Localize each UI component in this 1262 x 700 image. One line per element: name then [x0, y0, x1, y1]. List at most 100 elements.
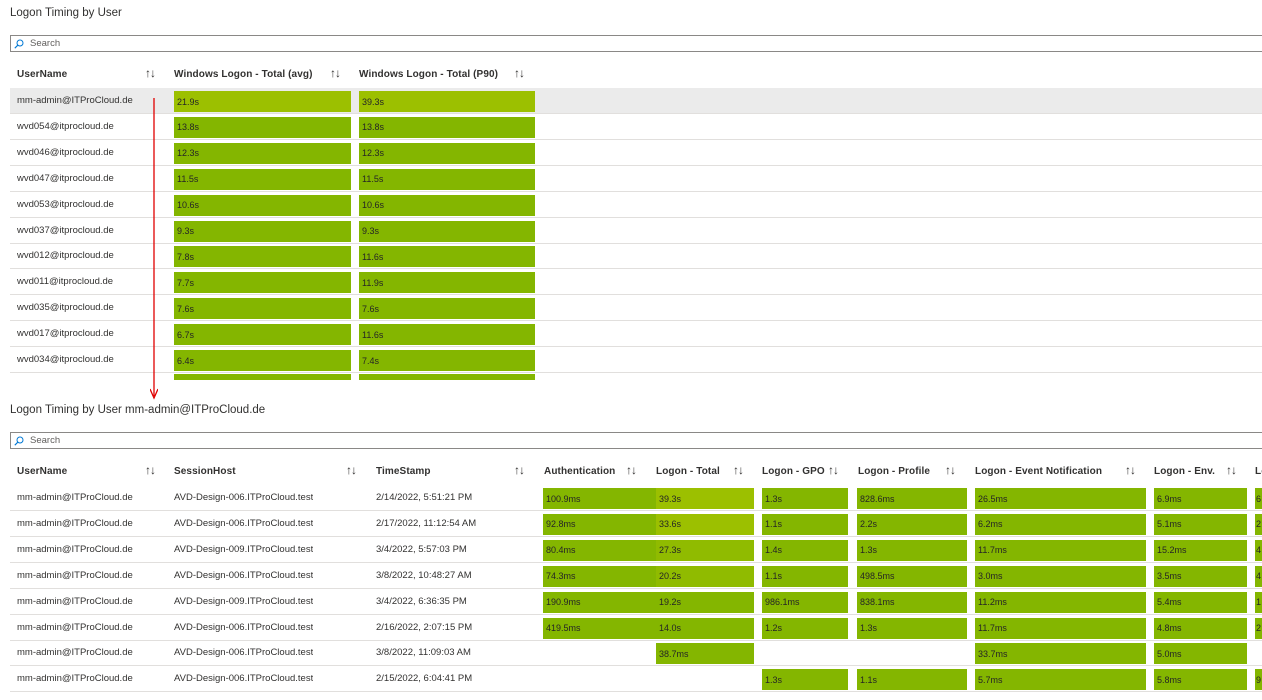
sort-arrows-icon[interactable]: ↑↓	[145, 463, 156, 477]
avg-logon-bar: 11.5s	[174, 168, 351, 190]
p90-logon-bar: 11.5s	[359, 168, 535, 190]
annotation-arrow-icon	[150, 98, 158, 400]
logon-next-column-bar: 4	[1255, 565, 1262, 587]
authentication-bar: 92.8ms	[543, 513, 657, 535]
logon-total-bar: 38.7ms	[656, 643, 754, 665]
search-icon	[14, 39, 24, 49]
p90-logon-bar: 39.3s	[359, 91, 535, 112]
sort-arrows-icon[interactable]: ↑↓	[828, 463, 839, 477]
user-name-cell: wvd034@itprocloud.de	[17, 354, 114, 365]
column-header-label: UserName	[17, 465, 68, 477]
table-row[interactable]: wvd017@itprocloud.de 6.7s 11.6s	[10, 321, 1262, 348]
table-row[interactable]: mm-admin@ITProCloud.de 21.9s 39.3s	[10, 88, 1262, 114]
user-name-cell: mm-admin@ITProCloud.de	[17, 543, 133, 555]
logon-gpo-bar: 986.1ms	[762, 591, 848, 613]
timestamp-cell: 2/16/2022, 2:07:15 PM	[376, 621, 473, 633]
logon-total-bar: 27.3s	[656, 539, 754, 561]
table-row[interactable]: wvd037@itprocloud.de 9.3s 9.3s	[10, 218, 1262, 244]
p90-logon-bar: 7.6s	[359, 298, 535, 320]
logon-event-notification-bar: 11.2ms	[975, 591, 1146, 613]
table-row[interactable]: wvd046@itprocloud.de 12.3s 12.3s	[10, 140, 1262, 166]
sort-arrows-icon[interactable]: ↑↓	[346, 463, 357, 477]
detail-table-row[interactable]: mm-admin@ITProCloud.de AVD-Design-006.ITP…	[10, 511, 1262, 537]
detail-column-header-9[interactable]: Lo	[1255, 461, 1262, 481]
detail-table-row[interactable]: mm-admin@ITProCloud.de AVD-Design-006.ITP…	[10, 615, 1262, 641]
search-box[interactable]	[10, 35, 1262, 52]
p90-logon-bar: 7.4s	[359, 350, 535, 371]
detail-table-row[interactable]: mm-admin@ITProCloud.de AVD-Design-009.ITP…	[10, 589, 1262, 615]
logon-next-column-bar: 2	[1255, 617, 1262, 639]
logon-event-notification-bar: 6.2ms	[975, 513, 1146, 535]
avg-logon-bar: 7.7s	[174, 272, 351, 294]
sort-arrows-icon[interactable]: ↑↓	[733, 463, 744, 477]
column-header-label: SessionHost	[174, 465, 236, 477]
table-row[interactable]: wvd047@itprocloud.de 11.5s 11.5s	[10, 166, 1262, 192]
logon-gpo-bar: 1.3s	[762, 669, 848, 691]
sort-arrows-icon[interactable]: ↑↓	[330, 66, 341, 80]
detail-column-header-5[interactable]: Logon - GPO	[762, 461, 827, 481]
detail-column-header-2[interactable]: TimeStamp	[376, 461, 511, 481]
column-header-0[interactable]: UserName	[17, 64, 147, 84]
user-name-cell: wvd037@itprocloud.de	[17, 224, 114, 236]
sort-arrows-icon[interactable]: ↑↓	[514, 66, 525, 80]
timestamp-cell: 3/4/2022, 5:57:03 PM	[376, 543, 467, 555]
logon-next-column-bar: 1	[1255, 591, 1262, 613]
logon-profile-bar: 838.1ms	[857, 591, 967, 613]
logon-env-bar: 4.8ms	[1154, 617, 1247, 639]
column-header-1[interactable]: Windows Logon - Total (avg)	[174, 64, 324, 84]
logon-event-notification-bar: 11.7ms	[975, 617, 1146, 639]
avg-logon-bar: 7.6s	[174, 298, 351, 320]
table-row[interactable]: wvd053@itprocloud.de 10.6s 10.6s	[10, 192, 1262, 218]
detail-column-header-7[interactable]: Logon - Event Notification	[975, 461, 1115, 481]
search-box-detail[interactable]	[10, 432, 1262, 449]
user-name-cell: wvd054@itprocloud.de	[17, 120, 114, 132]
sort-arrows-icon[interactable]: ↑↓	[1125, 463, 1136, 477]
p90-logon-bar: 10.6s	[359, 194, 535, 216]
session-host-cell: AVD-Design-009.ITProCloud.test	[174, 595, 314, 607]
detail-table-row[interactable]: mm-admin@ITProCloud.de AVD-Design-006.ITP…	[10, 563, 1262, 589]
detail-column-header-0[interactable]: UserName	[17, 461, 142, 481]
session-host-cell: AVD-Design-006.ITProCloud.test	[174, 673, 314, 685]
detail-column-header-6[interactable]: Logon - Profile	[858, 461, 938, 481]
sort-arrows-icon[interactable]: ↑↓	[145, 66, 156, 80]
column-header-label: Authentication	[544, 465, 616, 477]
sort-arrows-icon[interactable]: ↑↓	[514, 463, 525, 477]
table-row[interactable]: wvd034@itprocloud.de 6.4s 7.4s	[10, 347, 1262, 373]
timestamp-cell: 2/15/2022, 6:04:41 PM	[376, 673, 473, 685]
detail-column-header-4[interactable]: Logon - Total	[656, 461, 731, 481]
detail-table-row[interactable]: mm-admin@ITProCloud.de AVD-Design-006.ITP…	[10, 485, 1262, 511]
search-input[interactable]	[30, 38, 1230, 49]
detail-table-row[interactable]: mm-admin@ITProCloud.de AVD-Design-009.ITP…	[10, 537, 1262, 563]
user-name-cell: wvd017@itprocloud.de	[17, 328, 114, 340]
detail-column-header-1[interactable]: SessionHost	[174, 461, 339, 481]
avg-logon-bar: 7.8s	[174, 246, 351, 268]
detail-column-header-3[interactable]: Authentication	[544, 461, 624, 481]
logon-event-notification-bar: 11.7ms	[975, 539, 1146, 561]
table-row[interactable]: wvd054@itprocloud.de 13.8s 13.8s	[10, 114, 1262, 140]
detail-table-row[interactable]: mm-admin@ITProCloud.de AVD-Design-006.ITP…	[10, 640, 1262, 667]
p90-logon-bar: 11.6s	[359, 246, 535, 268]
column-header-2[interactable]: Windows Logon - Total (P90)	[359, 64, 509, 84]
table-row[interactable]: wvd035@itprocloud.de 7.6s 7.6s	[10, 295, 1262, 322]
p90-logon-bar: 12.3s	[359, 142, 535, 164]
sort-arrows-icon[interactable]: ↑↓	[1226, 463, 1237, 477]
sort-arrows-icon[interactable]: ↑↓	[626, 463, 637, 477]
search-input-detail[interactable]	[30, 435, 1230, 446]
logon-env-bar: 15.2ms	[1154, 539, 1247, 561]
logon-next-column-bar: 2	[1255, 513, 1262, 535]
avg-logon-bar: 9.3s	[174, 220, 351, 242]
authentication-bar: 80.4ms	[543, 539, 657, 561]
detail-table-row[interactable]: mm-admin@ITProCloud.de AVD-Design-006.ITP…	[10, 666, 1262, 693]
partial-row-bar	[359, 374, 535, 380]
session-host-cell: AVD-Design-006.ITProCloud.test	[174, 569, 314, 581]
column-header-label: Logon - Total	[656, 465, 720, 477]
table-row[interactable]: wvd012@itprocloud.de 7.8s 11.6s	[10, 243, 1262, 270]
detail-column-header-8[interactable]: Logon - Env.	[1154, 461, 1224, 481]
sort-arrows-icon[interactable]: ↑↓	[945, 463, 956, 477]
user-name-cell: wvd035@itprocloud.de	[17, 302, 114, 314]
logon-env-bar: 3.5ms	[1154, 565, 1247, 587]
user-name-cell: mm-admin@ITProCloud.de	[17, 621, 133, 633]
table-row[interactable]: wvd011@itprocloud.de 7.7s 11.9s	[10, 269, 1262, 296]
user-name-cell: wvd012@itprocloud.de	[17, 250, 114, 262]
timestamp-cell: 3/8/2022, 10:48:27 AM	[376, 569, 472, 581]
